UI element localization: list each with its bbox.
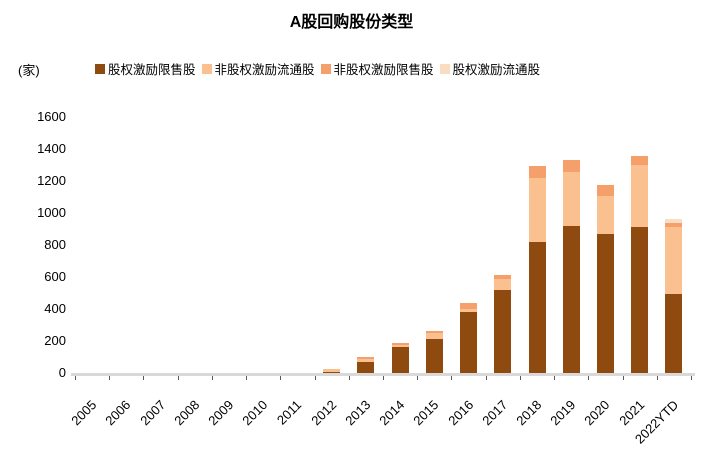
y-axis-tick-label: 800	[44, 237, 66, 252]
legend: 股权激励限售股 非股权激励流通股 非股权激励限售股 股权激励流通股	[95, 59, 546, 78]
legend-label: 股权激励流通股	[452, 63, 541, 77]
x-axis-tick	[211, 376, 213, 380]
y-axis-tick-label: 1200	[37, 173, 66, 188]
bar-stack-2019	[562, 159, 580, 373]
legend-label: 股权激励限售股	[108, 63, 196, 77]
y-axis-tick-label: 400	[44, 301, 66, 316]
bar-stack-2013	[357, 357, 375, 373]
x-axis-tick	[143, 376, 145, 380]
x-axis-tick	[622, 376, 624, 380]
bar-segment	[631, 165, 649, 227]
chart-title: A股回购股份类型	[289, 14, 414, 31]
x-axis-tick	[177, 376, 179, 380]
bar-segment	[596, 233, 614, 373]
bar-stack-2020	[596, 184, 614, 373]
bar-segment	[562, 159, 580, 173]
bar-segment	[323, 371, 341, 373]
y-axis-tick-label: 1600	[37, 109, 66, 124]
x-axis-tick	[451, 376, 453, 380]
bar-segment	[665, 219, 683, 224]
y-axis-unit-label: (家)	[18, 63, 40, 78]
legend-item: 非股权激励限售股	[320, 59, 434, 78]
bar-segment	[460, 303, 478, 309]
x-axis-tick	[280, 376, 282, 380]
legend-swatch-icon	[201, 63, 212, 74]
bar-segment	[357, 358, 375, 362]
x-axis-tick	[417, 376, 419, 380]
bar-segment	[357, 357, 375, 359]
x-axis-tick	[109, 376, 111, 380]
legend-label: 非股权激励流通股	[214, 63, 315, 77]
bar-segment	[665, 293, 683, 373]
bar-stack-2014	[391, 343, 409, 373]
x-axis-tick	[348, 376, 350, 380]
x-axis-tick	[519, 376, 521, 380]
x-axis-line	[71, 373, 695, 376]
bar-segment	[562, 172, 580, 226]
y-axis-tick-label: 1400	[37, 141, 66, 156]
bar-stack-2018	[528, 166, 546, 373]
bar-segment	[528, 166, 546, 178]
x-axis-tick	[691, 376, 692, 380]
bar-stack-2021	[631, 155, 649, 373]
bar-segment	[494, 289, 512, 373]
x-axis-tick	[246, 376, 248, 380]
x-axis-tick	[383, 376, 384, 380]
bar-segment	[425, 338, 443, 373]
bar-segment	[494, 274, 512, 279]
legend-item: 股权激励流通股	[439, 59, 541, 78]
bar-segment	[528, 177, 546, 242]
y-axis-tick-label: 1000	[37, 205, 66, 220]
bar-stack-2022YTD	[665, 219, 683, 373]
bar-segment	[631, 226, 649, 373]
bar-segment	[425, 333, 443, 339]
legend-item: 股权激励限售股	[95, 59, 196, 78]
bar-segment	[391, 343, 409, 345]
legend-swatch-icon	[320, 63, 331, 74]
bar-segment	[596, 196, 614, 234]
bar-segment	[391, 345, 409, 348]
bar-segment	[665, 223, 683, 228]
x-axis-tick	[554, 376, 556, 380]
bar-segment	[631, 155, 649, 165]
legend-swatch-icon	[439, 63, 450, 74]
bar-segment	[562, 225, 580, 373]
bar-segment	[323, 369, 341, 372]
y-axis-tick-label: 0	[58, 365, 66, 380]
bar-segment	[528, 241, 546, 373]
bar-segment	[357, 361, 375, 373]
legend-label: 非股权激励限售股	[333, 63, 434, 77]
legend-swatch-icon	[95, 63, 105, 74]
bar-stack-2015	[425, 330, 443, 373]
bar-stack-2016	[460, 303, 478, 373]
x-axis-tick	[588, 376, 590, 380]
y-axis-tick-label: 200	[44, 333, 66, 348]
x-axis-tick	[314, 376, 316, 380]
bar-segment	[596, 184, 614, 197]
x-axis-tick	[75, 376, 76, 380]
bar-segment	[460, 309, 478, 313]
bar-segment	[460, 312, 478, 373]
y-axis-tick-label: 600	[44, 269, 66, 284]
bar-stack-2012	[323, 369, 341, 373]
bar-segment	[494, 278, 512, 290]
legend-item: 非股权激励流通股	[201, 59, 315, 78]
x-axis-tick	[485, 376, 487, 380]
bar-segment	[665, 227, 683, 294]
bar-segment	[391, 347, 409, 373]
bar-stack-2017	[494, 274, 512, 373]
bar-segment	[425, 330, 443, 333]
x-axis-tick	[656, 376, 658, 380]
